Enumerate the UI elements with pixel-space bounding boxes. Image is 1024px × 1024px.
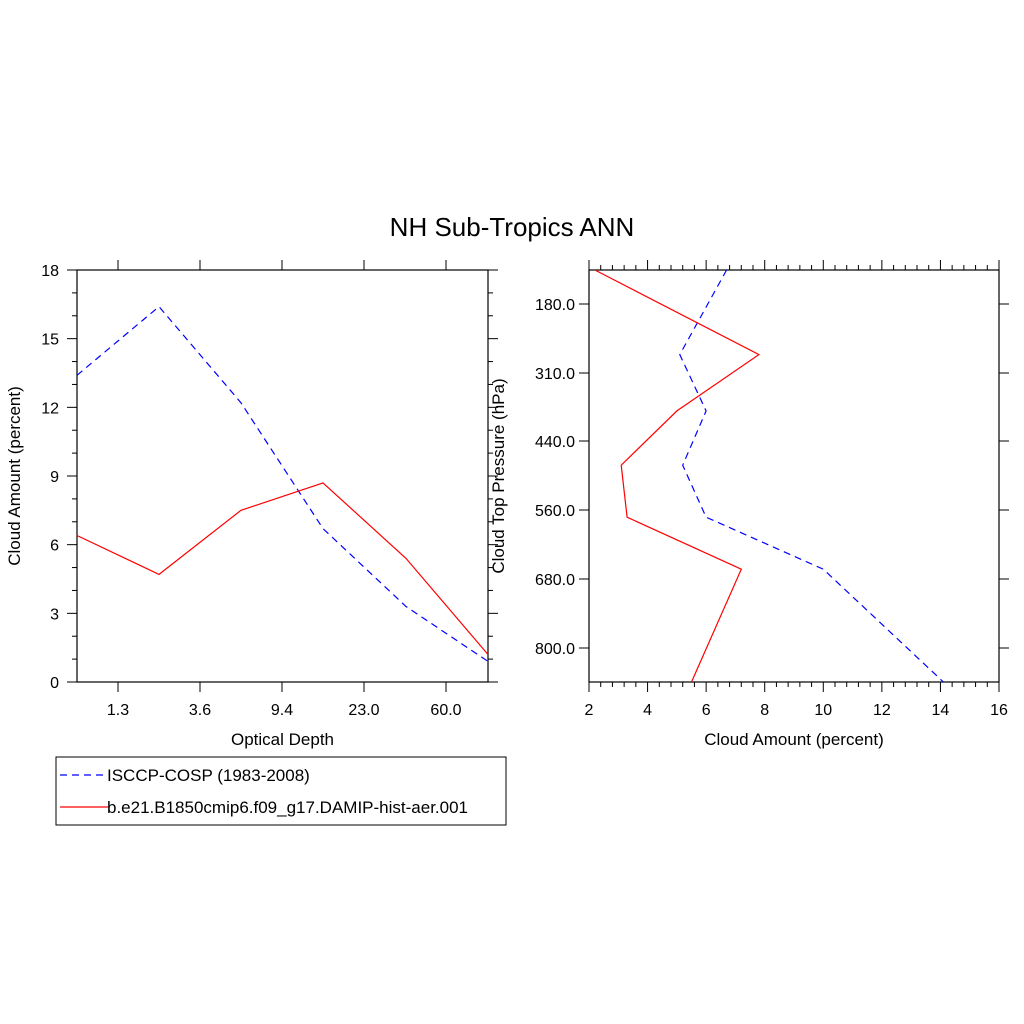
x-tick-label: 23.0: [348, 702, 379, 719]
x-tick-label: 60.0: [430, 702, 461, 719]
optical-depth-panel: 0 3 6 9 12 15 18 1.3 3.6 9.4 23.0 60.0 Optical Depth…: [5, 260, 498, 749]
y-tick-label: 0: [50, 675, 59, 692]
legend-label: b.e21.B1850cmip6.f09_g17.DAMIP-hist-aer.…: [107, 798, 468, 817]
y-tick-label: 680.0: [535, 572, 575, 589]
x-tick-label: 14: [932, 702, 950, 719]
series-line-model: [76, 482, 489, 655]
x-axis-label: Optical Depth: [231, 730, 334, 749]
series-line-model: [594, 269, 761, 683]
legend: ISCCP-COSP (1983-2008) b.e21.B1850cmip6.f…: [55, 756, 507, 826]
cloud-top-pressure-panel: 2 4 6 8 10 12 14 16 180.0 310.0 440.0 560.0 680.0 800…: [489, 260, 1009, 749]
y-tick-label: 18: [41, 263, 59, 280]
y-tick-label: 440.0: [535, 434, 575, 451]
y-tick-label: 310.0: [535, 366, 575, 383]
y-axis-label: Cloud Amount (percent): [5, 386, 24, 566]
y-tick-label: 3: [50, 606, 59, 623]
x-axis-label: Cloud Amount (percent): [704, 730, 884, 749]
y-tick-label: 12: [41, 400, 59, 417]
plot-frame: [588, 269, 1000, 683]
y-tick-label: 9: [50, 469, 59, 486]
x-tick-label: 16: [990, 702, 1008, 719]
x-tick-label: 3.6: [189, 702, 211, 719]
x-tick-label: 8: [760, 702, 769, 719]
y-tick-label: 800.0: [535, 641, 575, 658]
chart-title: NH Sub-Tropics ANN: [390, 212, 635, 242]
x-tick-label: 10: [814, 702, 832, 719]
x-tick-label: 2: [585, 702, 594, 719]
y-tick-label: 15: [41, 332, 59, 349]
legend-label: ISCCP-COSP (1983-2008): [107, 766, 310, 785]
y-tick-label: 560.0: [535, 503, 575, 520]
x-tick-label: 4: [643, 702, 652, 719]
y-tick-label: 6: [50, 538, 59, 555]
legend-frame: [55, 756, 507, 826]
y-tick-label: 180.0: [535, 297, 575, 314]
y-axis-label: Cloud Top Pressure (hPa): [489, 378, 508, 573]
x-tick-label: 1.3: [107, 702, 129, 719]
series-line-isccp: [76, 305, 489, 662]
x-tick-label: 9.4: [271, 702, 293, 719]
series-line-isccp: [679, 269, 944, 683]
x-tick-label: 12: [873, 702, 891, 719]
x-tick-label: 6: [702, 702, 711, 719]
